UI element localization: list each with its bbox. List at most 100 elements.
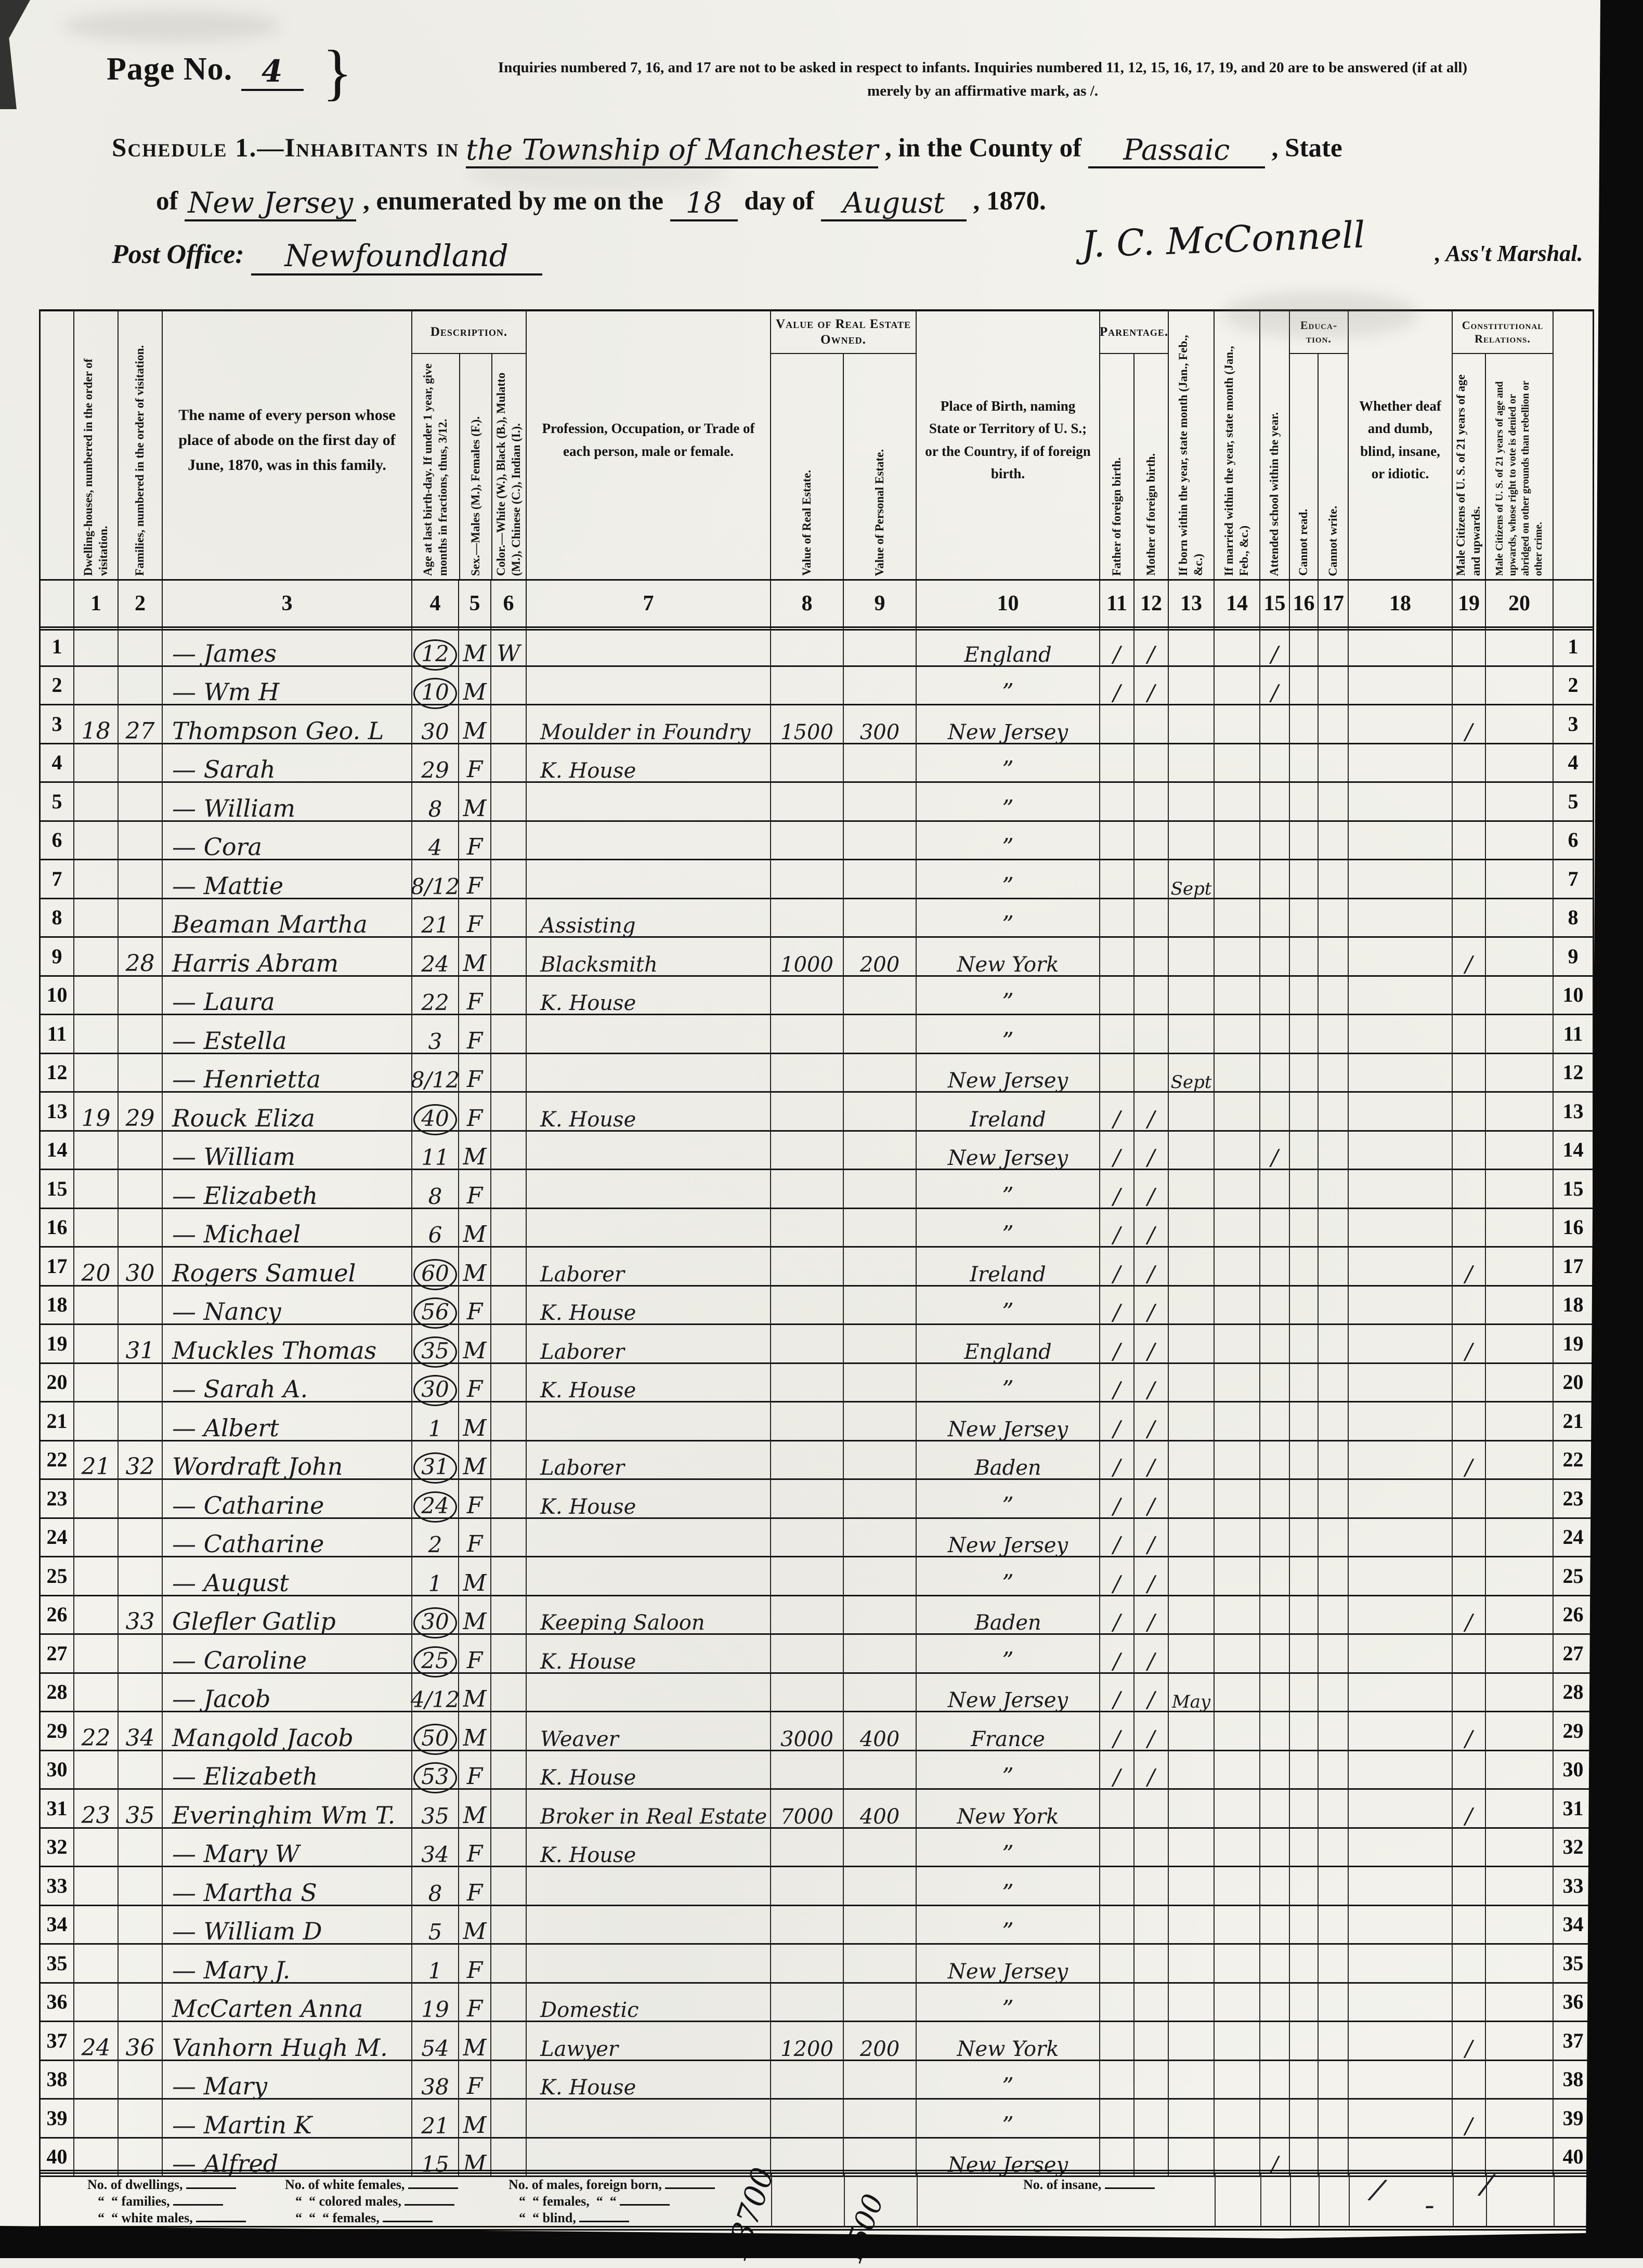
cell-pe-row-25	[844, 1557, 917, 1596]
line-number-left: 23	[41, 1480, 74, 1519]
tally-males-foreign-label: No. of males, foreign born,	[508, 2177, 662, 2192]
cell-col-row-16	[491, 1209, 527, 1248]
line-number-left: 25	[41, 1557, 74, 1596]
cell-mc-row-34	[1453, 1906, 1486, 1945]
cell-md-row-16	[1486, 1209, 1554, 1248]
cell-age-row-38: 38	[412, 2061, 459, 2100]
cell-sch-row-24	[1260, 1518, 1290, 1557]
cell-mc-row-21	[1453, 1402, 1486, 1441]
cell-name-row-18: — Nancy	[163, 1286, 412, 1325]
cell-occ-row-10: K. House	[527, 976, 771, 1015]
line-number-right: 38	[1554, 2061, 1593, 2100]
cell-name-row-31: Everinghim Wm T.	[163, 1790, 412, 1829]
line-number-left: 27	[41, 1635, 74, 1674]
line-number-left: 13	[41, 1093, 74, 1132]
tally-insane-label: No. of insane,	[1023, 2177, 1102, 2192]
cell-name-row-29: Mangold Jacob	[163, 1712, 412, 1751]
cell-re-row-29: 3000	[771, 1712, 844, 1751]
line-number-left: 34	[41, 1906, 74, 1945]
cell-cw-row-1	[1319, 628, 1349, 667]
cell-sex-row-36: F	[459, 1983, 491, 2022]
cell-mb-row-4	[1135, 744, 1169, 783]
census-row-36: 36 McCarten Anna 19 F Domestic ” 36	[41, 1983, 1593, 2022]
cell-sex-row-26: M	[459, 1596, 491, 1635]
cell-f-row-29: 34	[119, 1712, 163, 1751]
header-col-19: Male Citizens of U. S. of 21 years of ag…	[1454, 374, 1482, 576]
header-col-11: Father of foreign birth.	[1110, 457, 1123, 576]
column-number-row: 1 2 3 4 5 6 7 8 9 10 11 12 13 14 15 16 17 18 19 20	[41, 579, 1593, 631]
cell-col-row-23	[491, 1480, 527, 1519]
census-table: Dwelling-houses, numbered in the order o…	[39, 309, 1594, 2177]
column-number-4: 4	[412, 581, 459, 626]
cell-name-row-16: — Michael	[163, 1209, 412, 1248]
cell-mc-row-23	[1453, 1480, 1486, 1519]
cell-cr-row-38	[1290, 2061, 1319, 2100]
cell-name-row-38: — Mary	[163, 2061, 412, 2100]
cell-md-row-20	[1486, 1364, 1554, 1402]
cell-fb-row-23: /	[1100, 1480, 1135, 1519]
cell-sch-row-34	[1260, 1906, 1290, 1945]
line-number-left: 38	[41, 2061, 74, 2100]
cell-dd-row-15	[1349, 1170, 1453, 1209]
header-col-15: Attended school within the year.	[1260, 311, 1290, 579]
cell-pe-row-16	[844, 1209, 917, 1248]
cell-cw-row-11	[1319, 1015, 1349, 1054]
cell-occ-row-7	[527, 860, 771, 899]
cell-pe-row-23	[844, 1480, 917, 1519]
header-col-4: Age at last birth-day. If under 1 year, …	[421, 363, 449, 576]
cell-pe-row-33	[844, 1867, 917, 1906]
cell-name-row-8: Beaman Martha	[163, 899, 412, 938]
cell-occ-row-3: Moulder in Foundry	[527, 705, 771, 744]
line-number-right: 11	[1554, 1015, 1593, 1054]
cell-d-row-13: 19	[74, 1093, 119, 1132]
column-number-5: 5	[459, 581, 491, 626]
cell-md-row-38	[1486, 2061, 1554, 2100]
cell-d-row-14	[74, 1131, 119, 1170]
census-row-24: 24— Catharine 2 F New Jersey //24	[41, 1518, 1593, 1557]
cell-mm-row-10	[1215, 976, 1260, 1015]
line-number-left: 6	[41, 821, 74, 860]
cell-col-row-12	[491, 1054, 527, 1093]
line-number-right: 20	[1554, 1364, 1593, 1402]
cell-occ-row-16	[527, 1209, 771, 1248]
line-number-right: 8	[1554, 899, 1593, 938]
cell-re-row-36	[771, 1983, 844, 2022]
cell-cw-row-29	[1319, 1712, 1349, 1751]
cell-sex-row-21: M	[459, 1402, 491, 1441]
cell-mc-row-7	[1453, 860, 1486, 899]
cell-md-row-6	[1486, 821, 1554, 860]
cell-age-row-31: 35	[412, 1790, 459, 1829]
header-col-12: Mother of foreign birth.	[1133, 354, 1168, 579]
cell-cw-row-28	[1319, 1673, 1349, 1712]
line-number-left: 18	[41, 1286, 74, 1325]
cell-fb-row-14: /	[1100, 1131, 1135, 1170]
state-value-handwritten: New Jersey	[185, 186, 357, 221]
cell-name-row-6: — Cora	[163, 821, 412, 860]
cell-re-row-7	[771, 860, 844, 899]
cell-re-row-5	[771, 783, 844, 822]
column-number-14: 14	[1215, 581, 1260, 626]
cell-dd-row-6	[1349, 821, 1453, 860]
cell-dd-row-31	[1349, 1790, 1453, 1829]
cell-dd-row-5	[1349, 783, 1453, 822]
cell-sex-row-33: F	[459, 1867, 491, 1906]
cell-md-row-17	[1486, 1248, 1554, 1287]
cell-name-row-34: — William D	[163, 1906, 412, 1945]
cell-birth-row-4: ”	[917, 744, 1100, 783]
cell-f-row-15	[119, 1170, 163, 1209]
cell-bm-row-29	[1169, 1712, 1215, 1751]
cell-d-row-16	[74, 1209, 119, 1248]
cell-mb-row-35	[1135, 1945, 1169, 1984]
cell-mb-row-17: /	[1135, 1248, 1169, 1287]
tally-families-blank	[173, 2195, 224, 2206]
post-office-value-handwritten: Newfoundland	[251, 238, 542, 276]
cell-occ-row-35	[527, 1945, 771, 1984]
cell-d-row-38	[74, 2061, 119, 2100]
cell-sch-row-21	[1260, 1402, 1290, 1441]
cell-mc-row-37: /	[1453, 2022, 1486, 2061]
cell-bm-row-25	[1169, 1557, 1215, 1596]
cell-col-row-20	[491, 1364, 527, 1402]
page-no-value-handwritten: 4	[241, 54, 304, 91]
cell-birth-row-39: ”	[917, 2100, 1100, 2139]
cell-mc-row-26: /	[1453, 1596, 1486, 1635]
